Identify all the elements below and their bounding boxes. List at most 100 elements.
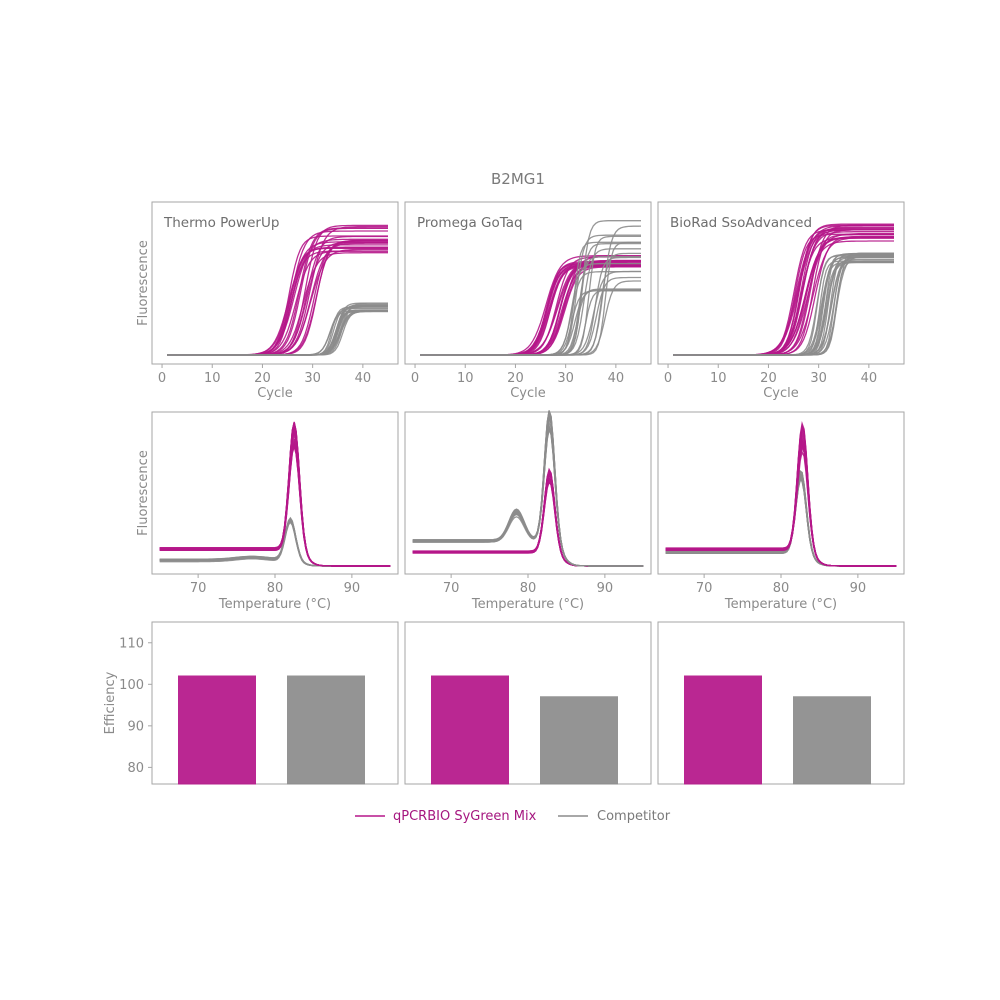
panel-label: BioRad SsoAdvanced [670,215,812,231]
melt-curve [159,422,391,567]
melt-curve [665,438,897,567]
melt-curve [412,416,644,567]
amplification-curve [420,234,641,356]
y-tick-label: 80 [127,761,144,776]
melt-curve [159,424,391,567]
melt-curve [412,413,644,567]
x-axis-title: Cycle [510,386,546,401]
legend: qPCRBIO SyGreen Mix Competitor [355,809,671,824]
x-tick-label: 40 [861,371,878,386]
melt-panel: 70 80 90 Temperature (°C) [151,411,399,612]
x-tick-label: 30 [557,371,574,386]
melt-curve [159,443,391,567]
melt-curve [665,478,897,567]
melt-curve [665,431,897,567]
x-tick-label: 40 [608,371,625,386]
melt-curve [665,427,897,567]
melt-curve [412,472,644,567]
efficiency-bar [793,696,871,785]
x-tick-label: 10 [710,371,727,386]
efficiency-bar [287,675,365,785]
melt-curve [159,423,391,567]
y-axis-title: Efficiency [103,671,118,734]
melt-curve [412,423,644,567]
melt-curve [665,423,897,567]
melt-curve [412,424,644,567]
efficiency-bar [178,675,256,785]
x-tick-label: 30 [304,371,321,386]
melt-curve [412,415,644,567]
panel-frame [657,621,905,785]
melt-curve [412,424,644,567]
efficiency-bar [684,675,762,785]
melt-curve [159,422,391,567]
efficiency-panel [404,621,652,785]
x-tick-label: 10 [204,371,221,386]
panel-label: Promega GoTaq [417,215,523,231]
melt-curve [159,423,391,567]
amplification-curve [420,242,641,356]
melt-curve [412,415,644,567]
y-axis-title: Fluorescence [136,240,151,326]
x-tick-label: 70 [443,581,460,596]
melt-curve [665,438,897,567]
efficiency-panel [151,621,399,785]
melt-curve [159,426,391,567]
melt-curve [159,430,391,567]
amplification-curve [420,270,641,356]
panel-frame [657,201,905,365]
melt-curve [159,429,391,567]
x-axis-title: Temperature (°C) [218,597,331,612]
x-axis-title: Cycle [257,386,293,401]
amplification-panel: BioRad SsoAdvanced 0 10 20 30 40 Cycle [657,201,905,401]
x-tick-label: 0 [158,371,166,386]
efficiency-panel [657,621,905,785]
x-tick-label: 0 [411,371,419,386]
x-tick-label: 20 [760,371,777,386]
x-axis-title: Temperature (°C) [471,597,584,612]
x-tick-label: 90 [344,581,361,596]
x-tick-label: 80 [267,581,284,596]
melt-curve [665,424,897,567]
amplification-curve [673,229,894,356]
melt-curve [412,419,644,567]
melt-curve [412,412,644,567]
amplification-curve [420,235,641,356]
melt-curve [412,425,644,567]
x-tick-label: 10 [457,371,474,386]
melt-curve [665,423,897,567]
x-tick-label: 0 [664,371,672,386]
y-tick-label: 110 [119,636,144,651]
x-tick-label: 90 [850,581,867,596]
efficiency-bar [540,696,618,785]
efficiency-bar [431,675,509,785]
y-tick-label: 100 [119,678,144,693]
x-tick-label: 70 [190,581,207,596]
x-tick-label: 80 [520,581,537,596]
amplification-curve [420,290,641,356]
y-tick-label: 90 [127,719,144,734]
amplification-curve [420,270,641,356]
melt-curve [159,427,391,567]
melt-curve [665,429,897,567]
melt-curve [665,424,897,567]
melt-curve [159,431,391,567]
amplification-curve [167,241,388,356]
melt-curve [412,427,644,567]
melt-curve [412,426,644,567]
panel-frame [404,621,652,785]
melt-curve [412,411,644,567]
x-tick-label: 90 [597,581,614,596]
melt-curve [412,415,644,567]
amplification-panel: Thermo PowerUp 0 10 20 30 40 Cycle [151,201,399,401]
amplification-curve [167,306,388,356]
melt-curve [159,432,391,567]
x-tick-label: 40 [355,371,372,386]
x-tick-label: 20 [507,371,524,386]
melt-curve [159,434,391,567]
x-tick-label: 80 [773,581,790,596]
amplification-curve [420,220,641,356]
melt-curve [665,440,897,567]
